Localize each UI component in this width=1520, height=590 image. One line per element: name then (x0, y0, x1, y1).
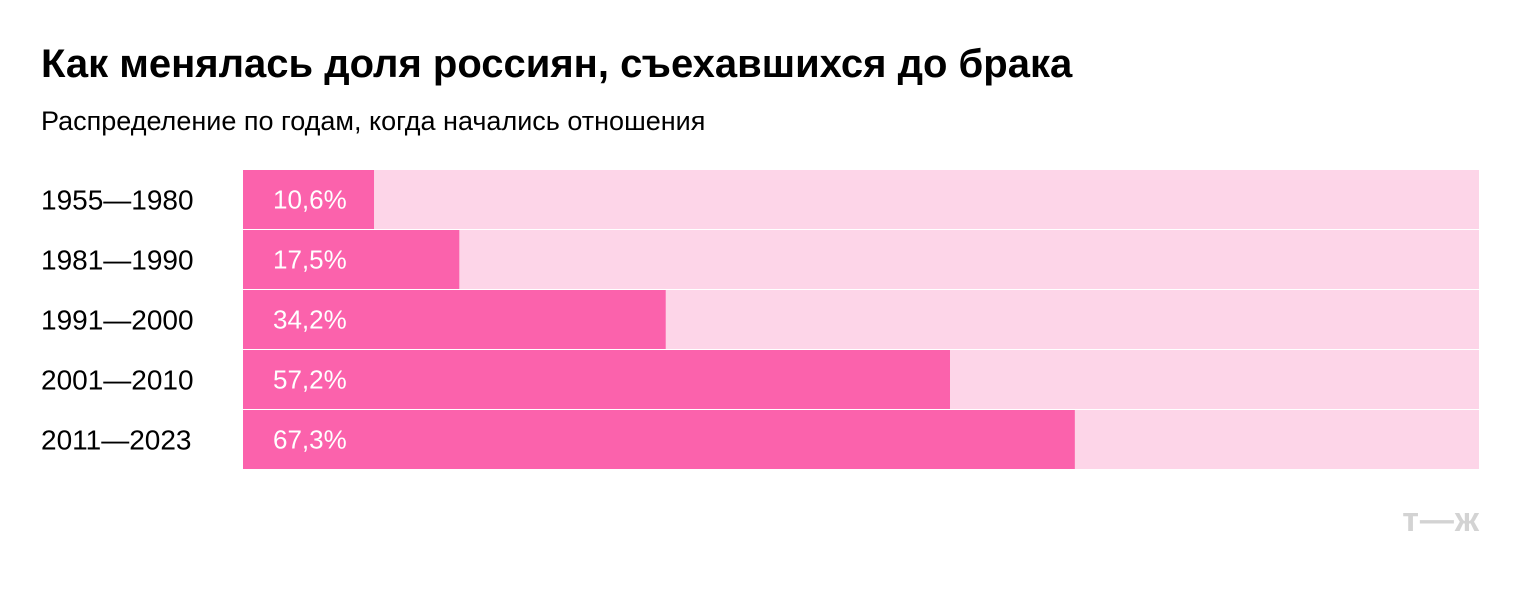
category-label: 1991—2000 (41, 305, 194, 336)
value-label: 57,2% (273, 365, 347, 395)
category-label: 1981—1990 (41, 245, 194, 276)
bar (243, 350, 950, 409)
bar (243, 230, 460, 289)
bar (243, 290, 666, 349)
brand-logo: т—ж (1402, 501, 1480, 539)
bar-track (243, 170, 1479, 229)
chart-subtitle: Распределение по годам, когда начались о… (41, 106, 706, 136)
category-label: 2001—2010 (41, 365, 194, 396)
value-label: 34,2% (273, 305, 347, 335)
bar (243, 170, 375, 229)
category-label: 1955—1980 (41, 185, 194, 216)
value-label: 10,6% (273, 185, 347, 215)
chart-title: Как менялась доля россиян, съехавшихся д… (41, 42, 1073, 86)
value-label: 67,3% (273, 425, 347, 455)
category-label: 2011—2023 (41, 425, 192, 456)
value-label: 17,5% (273, 245, 347, 275)
bar (243, 410, 1075, 469)
